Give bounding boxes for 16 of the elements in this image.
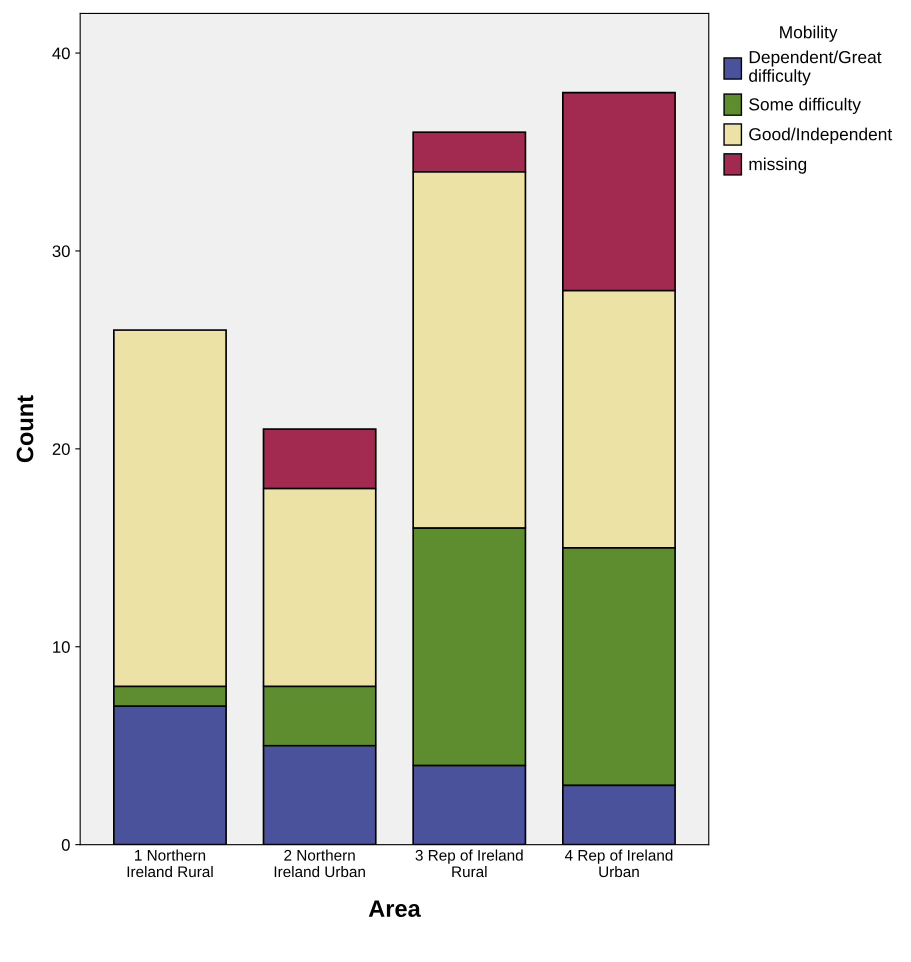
y-axis-title: Count: [16, 395, 34, 462]
x-tick-label: 2 Northern Ireland Urban: [274, 849, 365, 878]
y-tick-label: 10: [53, 641, 70, 653]
y-tick-label: 40: [52, 47, 70, 60]
legend-label: Good/Independent: [749, 128, 892, 144]
legend-label: missing: [750, 158, 806, 174]
x-tick-label: 4 Rep of Ireland Urban: [564, 849, 672, 878]
y-tick-label: 30: [52, 245, 70, 258]
x-axis-title: Area: [368, 900, 421, 917]
legend-title: Mobility: [780, 26, 838, 42]
x-tick-label: 1 Northern Ireland Rural: [128, 849, 213, 878]
x-tick-label: 3 Rep of Ireland Rural: [416, 849, 523, 878]
legend-label: Some difficulty: [749, 98, 861, 114]
y-tick-label: 0: [62, 839, 70, 851]
legend-label: Dependent/Great difficulty: [749, 50, 882, 86]
y-tick-label: 20: [52, 443, 70, 456]
